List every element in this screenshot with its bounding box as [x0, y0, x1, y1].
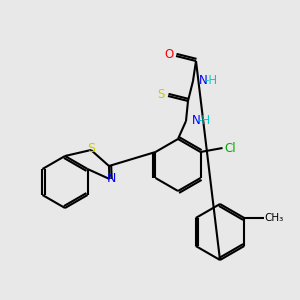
Text: -H: -H [197, 113, 211, 127]
Text: S: S [87, 142, 95, 155]
Text: -H: -H [204, 74, 218, 86]
Text: CH₃: CH₃ [265, 213, 284, 223]
Text: O: O [164, 49, 174, 62]
Text: S: S [157, 88, 165, 101]
Text: N: N [199, 74, 207, 86]
Text: N: N [107, 172, 116, 185]
Text: N: N [192, 113, 200, 127]
Text: Cl: Cl [225, 142, 236, 154]
